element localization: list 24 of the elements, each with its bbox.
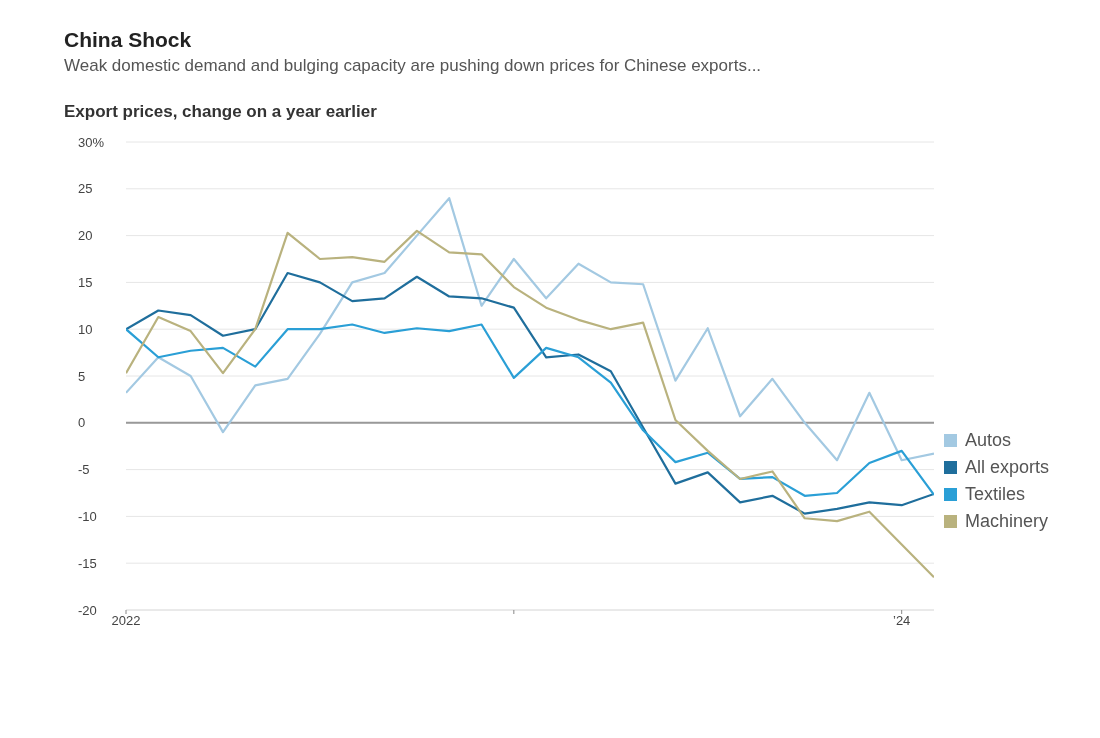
y-axis-title: Export prices, change on a year earlier xyxy=(64,102,378,122)
y-tick-label: 25 xyxy=(78,181,93,197)
x-tick-label: 2022 xyxy=(111,613,141,629)
legend-label: Autos xyxy=(965,430,1012,451)
line-series xyxy=(126,197,934,462)
legend-label: Textiles xyxy=(965,484,1026,505)
x-tick-label: ’24 xyxy=(893,613,911,629)
y-tick-label: -20 xyxy=(78,602,97,618)
y-tick-label: 30% xyxy=(78,134,105,150)
chart-subtitle: Weak domestic demand and bulging capacity are pushing down prices for Chinese exports... xyxy=(64,56,763,76)
legend-label: Machinery xyxy=(965,511,1049,532)
legend-label: All exports xyxy=(965,457,1050,478)
line-series xyxy=(126,229,934,579)
y-tick-label: 10 xyxy=(78,321,93,337)
line-series xyxy=(126,323,934,497)
y-tick-label: -5 xyxy=(78,462,90,478)
y-tick-label: 20 xyxy=(78,228,93,244)
chart-title: China Shock xyxy=(64,28,193,52)
y-tick-label: 5 xyxy=(78,368,86,384)
y-tick-label: 0 xyxy=(78,415,86,431)
line-series xyxy=(126,271,934,515)
y-tick-label: -10 xyxy=(78,509,97,525)
y-tick-label: -15 xyxy=(78,555,97,571)
y-tick-label: 15 xyxy=(78,275,93,291)
